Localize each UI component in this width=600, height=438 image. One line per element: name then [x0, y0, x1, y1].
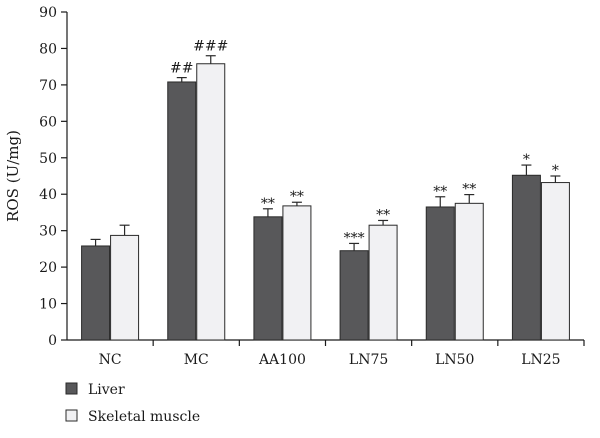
y-tick-label-50: 50: [39, 151, 57, 167]
y-tick-label-90: 90: [39, 5, 57, 21]
bar-skeletal-muscle-LN25: [540, 182, 570, 341]
significance-skeletal-muscle-LN75: **: [376, 207, 390, 223]
significance-liver-LN25: *: [523, 152, 530, 168]
y-tick-label-80: 80: [39, 41, 57, 57]
bar-liver-LN50: [425, 206, 455, 341]
bar-liver-MC: [167, 81, 197, 341]
bar-skeletal-muscle-LN50: [454, 202, 484, 341]
x-tick-label-NC: NC: [99, 352, 122, 368]
bar-skeletal-muscle-AA100: [282, 205, 312, 341]
bar-skeletal-muscle-NC: [110, 234, 140, 341]
significance-skeletal-muscle-MC: ###: [193, 39, 228, 55]
bar-skeletal-muscle-MC: [196, 63, 226, 341]
y-tick-label-60: 60: [39, 114, 57, 130]
legend-label-skeletal-muscle: Skeletal muscle: [88, 409, 200, 425]
bar-skeletal-muscle-LN75: [368, 224, 398, 341]
bar-liver-AA100: [253, 216, 283, 341]
y-tick-label-40: 40: [39, 187, 57, 203]
significance-liver-AA100: **: [261, 196, 275, 212]
significance-skeletal-muscle-AA100: **: [290, 189, 304, 205]
y-tick-label-10: 10: [39, 297, 57, 313]
bar-liver-NC: [81, 245, 111, 341]
bar-liver-LN75: [339, 250, 369, 341]
legend-swatch-skeletal-muscle: [65, 409, 78, 422]
x-tick-label-LN50: LN50: [435, 352, 474, 368]
y-tick-label-20: 20: [39, 260, 57, 276]
bar-liver-LN25: [511, 174, 541, 341]
significance-skeletal-muscle-LN50: **: [462, 182, 476, 198]
x-tick-label-LN75: LN75: [349, 352, 388, 368]
significance-liver-LN75: ***: [344, 230, 365, 246]
legend-label-liver: Liver: [88, 382, 125, 398]
x-tick-label-MC: MC: [184, 352, 209, 368]
legend-swatch-liver: [65, 382, 78, 395]
x-tick-label-AA100: AA100: [258, 352, 306, 368]
y-tick-label-30: 30: [39, 224, 57, 240]
y-axis-title: ROS (U/mg): [4, 130, 22, 222]
x-tick-label-LN25: LN25: [521, 352, 560, 368]
significance-skeletal-muscle-LN25: *: [552, 163, 559, 179]
y-tick-label-70: 70: [39, 78, 57, 94]
significance-liver-MC: ##: [170, 61, 193, 77]
significance-liver-LN50: **: [433, 184, 447, 200]
y-tick-label-0: 0: [48, 333, 57, 349]
